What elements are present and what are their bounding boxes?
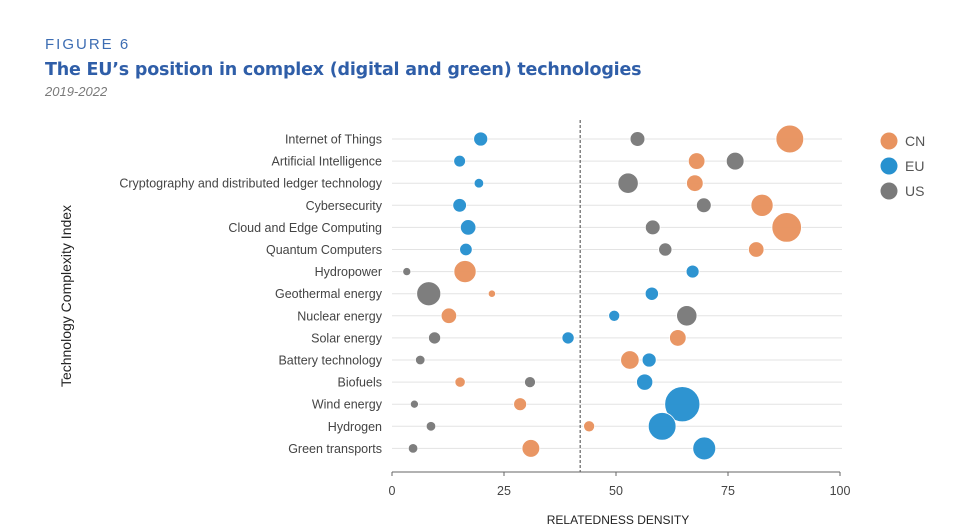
bubble-us [629, 131, 646, 147]
x-tick-label: 50 [609, 484, 623, 498]
bubble-cn [440, 307, 458, 324]
x-tick-label: 0 [389, 484, 396, 498]
bubble-eu [647, 412, 677, 441]
category-label: Cloud and Edge Computing [228, 221, 382, 235]
bubble-eu [636, 373, 654, 391]
gridlines [392, 138, 842, 449]
category-label: Quantum Computers [266, 243, 382, 257]
bubble-cn [513, 397, 528, 412]
x-axis-title: RELATEDNESS DENSITY [547, 513, 689, 527]
category-label: Hydrogen [328, 420, 382, 434]
category-label: Nuclear energy [297, 309, 383, 323]
category-label: Battery technology [278, 354, 382, 368]
bubble-cn [687, 152, 706, 170]
figure-subtitle: 2019-2022 [45, 84, 108, 99]
x-tick-label: 25 [497, 484, 511, 498]
legend: CN EU US [880, 132, 925, 200]
legend-swatch-us [880, 182, 898, 200]
category-label: Artificial Intelligence [272, 155, 383, 169]
bubble-us [524, 376, 536, 389]
bubble-us [428, 331, 442, 345]
bubble-us [644, 219, 661, 236]
figure-title: The EU’s position in complex (digital an… [45, 60, 642, 80]
bubble-eu [473, 131, 489, 147]
category-label: Green transports [288, 442, 382, 456]
bubble-us [409, 399, 419, 409]
bubble-eu [641, 352, 657, 368]
bubble-cn [453, 260, 477, 284]
bubble-us [416, 281, 442, 307]
category-label: Cybersecurity [306, 199, 383, 213]
bubble-eu [644, 286, 659, 301]
bubble-eu [608, 309, 621, 322]
bubble-us [407, 443, 419, 454]
y-axis-title: Technology Complexity Index [58, 205, 74, 387]
bubble-us [415, 354, 426, 366]
bubble-cn [748, 241, 765, 258]
bubble-eu [692, 436, 717, 461]
bubble-cn [487, 289, 497, 298]
category-label: Solar energy [311, 331, 383, 345]
category-label: Hydropower [315, 265, 382, 279]
bubble-cn [771, 212, 802, 243]
figure-label: FIGURE 6 [45, 36, 131, 53]
bubble-eu [685, 264, 700, 279]
bubble-cn [620, 350, 640, 370]
bubble-cn [454, 376, 466, 388]
bubble-cn [669, 329, 687, 347]
legend-swatch-cn [880, 132, 898, 150]
legend-label-eu: EU [905, 158, 924, 174]
bubble-us [725, 151, 745, 171]
bubble-eu [459, 219, 477, 236]
bubble-cn [583, 420, 596, 433]
category-label: Biofuels [338, 376, 382, 390]
bubble-eu [664, 386, 701, 423]
x-tick-label: 100 [830, 484, 851, 498]
bubble-eu [473, 177, 485, 189]
bubbles [402, 124, 805, 461]
category-label: Geothermal energy [275, 287, 383, 301]
bubble-us [402, 267, 412, 277]
bubble-us [696, 197, 712, 214]
legend-label-cn: CN [905, 133, 925, 149]
x-tick-label: 75 [721, 484, 735, 498]
bubble-eu [561, 331, 575, 345]
category-label: Cryptography and distributed ledger tech… [119, 177, 382, 191]
bubble-cn [686, 174, 704, 192]
category-label: Internet of Things [285, 133, 382, 147]
bubble-eu [459, 242, 473, 257]
bubble-cn [775, 124, 805, 154]
legend-label-us: US [905, 183, 924, 199]
bubble-us [658, 242, 673, 257]
bubble-us [676, 305, 698, 327]
bubble-cn [521, 439, 541, 458]
legend-swatch-eu [880, 157, 898, 175]
bubble-us [617, 172, 639, 194]
x-axis: 0 25 50 75 100 [389, 471, 851, 498]
category-label: Wind energy [312, 398, 383, 412]
bubble-eu [452, 198, 467, 213]
bubble-us [425, 421, 437, 432]
category-labels: Internet of Things Artificial Intelligenc… [119, 133, 382, 456]
bubble-cn [750, 193, 774, 217]
bubble-eu [453, 154, 466, 168]
